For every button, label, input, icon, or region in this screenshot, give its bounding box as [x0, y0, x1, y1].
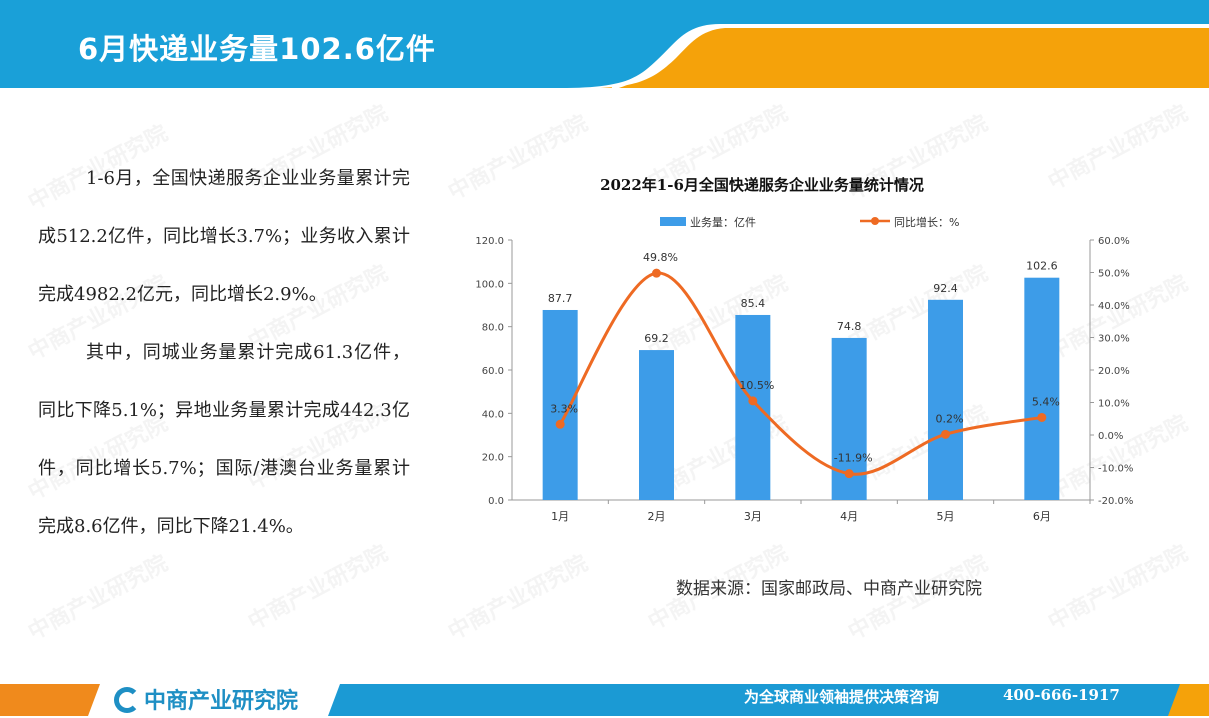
paragraph-1: 1-6月，全国快递服务企业业务量累计完成512.2亿件，同比增长3.7%；业务收… [38, 168, 410, 305]
watermark-text: 中商产业研究院 [24, 551, 173, 646]
footer-slogan: 为全球商业领袖提供决策咨询 [744, 688, 940, 706]
bar [639, 350, 674, 500]
legend-marker-line [871, 217, 879, 225]
bar-value-label: 102.6 [1026, 260, 1058, 273]
line-value-label: 49.8% [643, 251, 678, 264]
watermark-text: 中商产业研究院 [1044, 541, 1193, 636]
chart-container: 2022年1-6月全国快递服务企业业务量统计情况 业务量：亿件 同比增长：% 0.… [450, 158, 1170, 538]
chart-axes: 0.0 20.0 40.0 60.0 80.0 100.0 120.0 -20.0% -10.0… [475, 236, 1133, 523]
line-point [1037, 412, 1047, 422]
page-title: 6月快递业务量102.6亿件 [78, 32, 436, 66]
header-banner [0, 0, 1209, 88]
legend-label-line: 同比增长：% [894, 215, 959, 229]
combo-chart: 2022年1-6月全国快递服务企业业务量统计情况 业务量：亿件 同比增长：% 0.… [475, 176, 1133, 523]
y-tick-label-left: 0.0 [488, 496, 504, 507]
footer-banner [0, 684, 1209, 716]
y-tick-label-left: 20.0 [482, 453, 504, 464]
x-tick-label: 2月 [648, 510, 666, 523]
y-tick-label-right: 40.0% [1098, 301, 1130, 312]
paragraph-2: 其中，同城业务量累计完成61.3亿件，同比下降5.1%；异地业务量累计完成442… [38, 342, 410, 537]
line-value-label: 3.3% [550, 402, 578, 415]
x-tick-label: 3月 [744, 510, 762, 523]
line-point [555, 419, 565, 429]
line-series [555, 268, 1047, 479]
bar [1024, 277, 1060, 500]
y-tick-label-right: -10.0% [1098, 464, 1133, 475]
line-point [844, 469, 854, 479]
bar-value-label: 92.4 [933, 282, 958, 295]
line-point [748, 396, 758, 406]
growth-line [558, 271, 1043, 476]
y-tick-label-left: 40.0 [482, 409, 504, 420]
x-tick-label: 6月 [1033, 510, 1051, 523]
footer-phone: 400-666-1917 [1003, 686, 1120, 704]
y-tick-label-right: 30.0% [1098, 334, 1130, 345]
y-tick-label-left: 60.0 [482, 366, 504, 377]
data-labels: 87.7 69.2 85.4 74.8 92.4 102.6 3.3% 49.8% 10.5% -… [548, 251, 1060, 465]
y-tick-label-right: 60.0% [1098, 236, 1130, 247]
line-value-label: -11.9% [834, 452, 873, 465]
line-point [652, 268, 661, 278]
chart-title: 2022年1-6月全国快递服务企业业务量统计情况 [600, 176, 924, 194]
x-tick-label: 1月 [551, 510, 569, 523]
x-tick-label: 5月 [937, 510, 955, 523]
line-value-label: 5.4% [1032, 395, 1060, 408]
line-value-label: 0.2% [936, 412, 964, 425]
y-tick-label-left: 80.0 [482, 323, 504, 334]
watermark-text: 中商产业研究院 [444, 551, 593, 646]
bar-value-label: 85.4 [741, 297, 766, 310]
footer-logo-text: 中商产业研究院 [144, 689, 299, 714]
y-tick-label-right: -20.0% [1098, 496, 1133, 507]
bar-value-label: 69.2 [644, 332, 669, 345]
y-tick-label-left: 100.0 [475, 279, 504, 290]
chart-legend: 业务量：亿件 同比增长：% [660, 215, 959, 229]
body-text: 1-6月，全国快递服务企业业务量累计完成512.2亿件，同比增长3.7%；业务收… [38, 150, 410, 556]
line-value-label: 10.5% [739, 379, 774, 392]
y-tick-label-right: 0.0% [1098, 431, 1123, 442]
bar-value-label: 87.7 [548, 292, 573, 305]
logo-icon [114, 687, 140, 713]
y-tick-label-left: 120.0 [475, 236, 504, 247]
x-tick-label: 4月 [840, 510, 858, 523]
line-point [941, 429, 950, 439]
bar-value-label: 74.8 [837, 320, 862, 333]
legend-swatch-bar [660, 217, 686, 226]
legend-label-bar: 业务量：亿件 [690, 216, 756, 229]
y-tick-label-right: 20.0% [1098, 366, 1130, 377]
footer-logo: 中商产业研究院 [114, 683, 298, 715]
bar [735, 314, 771, 500]
y-tick-label-right: 50.0% [1098, 269, 1130, 280]
bar [928, 299, 963, 500]
source-note: 数据来源：国家邮政局、中商产业研究院 [676, 579, 982, 599]
y-tick-label-right: 10.0% [1098, 399, 1130, 410]
